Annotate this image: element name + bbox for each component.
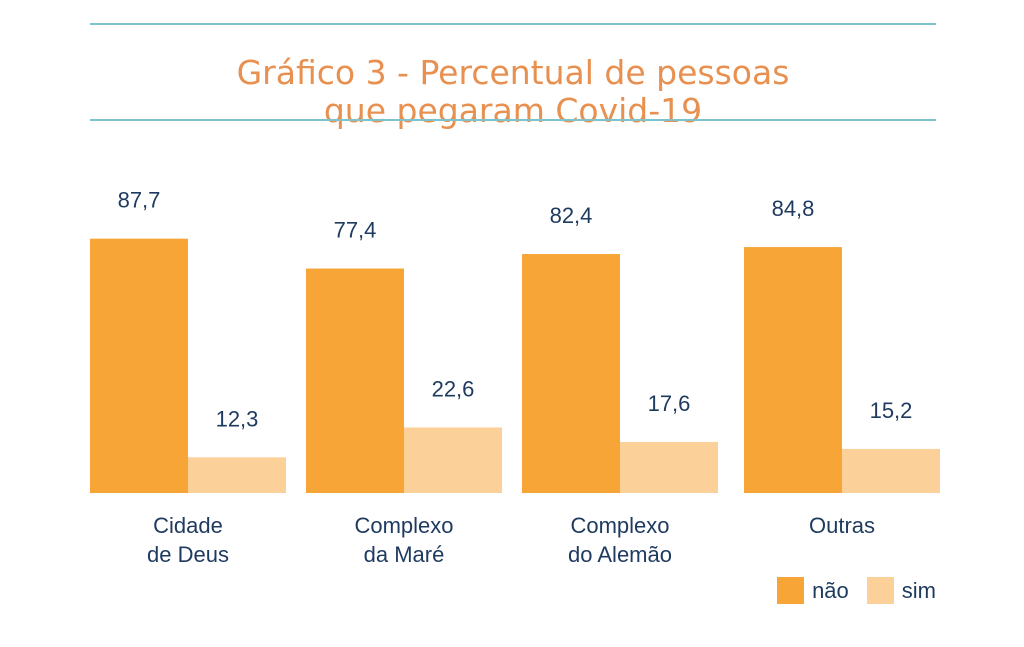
- legend-swatch-nao: [777, 577, 805, 604]
- bottom-rule: [90, 119, 936, 121]
- legend-label-sim: sim: [901, 577, 936, 603]
- category-label-2-line-0: Complexo: [570, 513, 669, 538]
- bar-nao-3: [744, 247, 842, 493]
- chart-title-line-1: Gráfico 3 - Percentual de pessoas: [236, 53, 790, 93]
- category-label-1-line-1: da Maré: [364, 542, 445, 567]
- bar-sim-0: [188, 457, 286, 493]
- value-label-sim-1: 22,6: [432, 376, 475, 401]
- chart-title-line-2: que pegaram Covid-19: [323, 91, 703, 131]
- category-label-0-line-1: de Deus: [147, 542, 229, 567]
- chart-title: Gráfico 3 - Percentual de pessoas que pe…: [90, 54, 936, 130]
- top-rule: [90, 23, 936, 25]
- legend-item-nao: não: [777, 577, 849, 604]
- value-label-nao-0: 87,7: [118, 188, 161, 213]
- category-label-3-line-0: Outras: [809, 513, 875, 538]
- category-label-1-line-0: Complexo: [354, 513, 453, 538]
- value-label-nao-3: 84,8: [772, 196, 815, 221]
- bar-sim-2: [620, 441, 718, 493]
- value-label-sim-0: 12,3: [216, 406, 259, 431]
- bar-nao-1: [306, 268, 404, 493]
- category-label-2-line-1: do Alemão: [568, 542, 672, 567]
- bar-nao-0: [90, 238, 188, 493]
- bar-sim-3: [842, 448, 940, 493]
- value-label-nao-1: 77,4: [334, 218, 377, 243]
- legend-swatch-sim: [866, 577, 894, 604]
- value-label-nao-2: 82,4: [550, 203, 593, 228]
- value-label-sim-2: 17,6: [648, 391, 691, 416]
- value-label-sim-3: 15,2: [870, 398, 913, 423]
- legend-label-nao: não: [812, 577, 849, 603]
- bar-nao-2: [522, 254, 620, 493]
- bar-sim-1: [404, 427, 502, 493]
- legend-item-sim: sim: [866, 577, 936, 604]
- legend: não sim: [767, 577, 936, 604]
- category-label-0-line-0: Cidade: [153, 513, 223, 538]
